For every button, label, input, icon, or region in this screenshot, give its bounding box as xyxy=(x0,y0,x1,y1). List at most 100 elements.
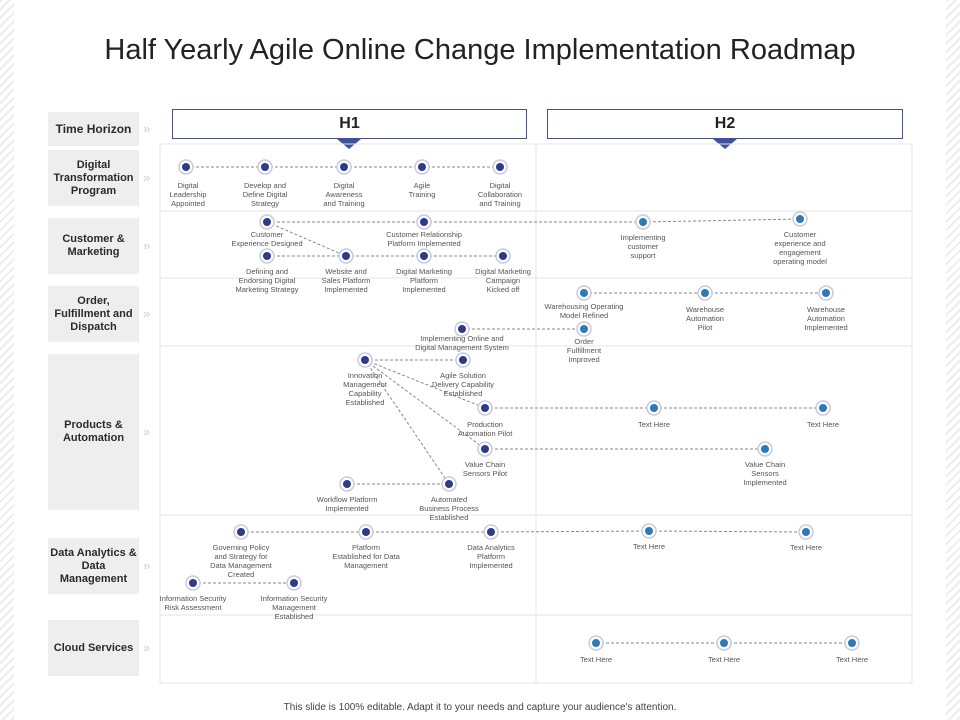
milestone-link xyxy=(490,530,650,533)
milestone-p7: Value Chain Sensors Implemented xyxy=(743,441,787,487)
milestone-marker-dot xyxy=(639,218,647,226)
milestone-marker-dot xyxy=(362,528,370,536)
milestone-o2: Warehouse Automation Pilot xyxy=(686,285,724,332)
milestone-s1: Text Here xyxy=(580,635,612,664)
milestone-p8: Workflow Platform Implemented xyxy=(317,476,378,513)
milestone-p6: Value Chain Sensors Pilot xyxy=(463,441,508,478)
milestone-marker-dot xyxy=(802,528,810,536)
milestone-link xyxy=(266,221,347,257)
milestone-label: Automated Business Process Established xyxy=(419,495,479,522)
milestone-marker-dot xyxy=(592,639,600,647)
milestone-label: Text Here xyxy=(807,420,839,429)
milestone-marker-dot xyxy=(720,639,728,647)
grid-lines xyxy=(159,143,913,684)
milestone-marker-dot xyxy=(290,579,298,587)
milestone-label: Agile Solution Delivery Capability Establi… xyxy=(432,371,494,398)
milestone-c3: Implementing customer support xyxy=(620,214,666,260)
milestone-p3: Production Automation Pilot xyxy=(458,400,514,438)
milestone-label: Customer experience and engagement operatin… xyxy=(773,230,827,266)
milestone-label: Workflow Platform Implemented xyxy=(317,495,378,513)
milestone-marker-dot xyxy=(499,252,507,260)
milestone-link xyxy=(648,530,807,533)
row-label-digital-transformation: Digital Transformation Program xyxy=(48,150,139,206)
milestone-m3: Digital Awareness and Training xyxy=(323,159,365,208)
milestone-label: Warehouse Automation Implemented xyxy=(804,305,847,332)
row-label-data-analytics: Data Analytics & Data Management xyxy=(48,538,139,594)
milestone-m5: Digital Collaboration and Training xyxy=(478,159,522,208)
period-h1: H1 xyxy=(172,109,527,139)
milestone-label: Value Chain Sensors Pilot xyxy=(463,460,508,478)
milestone-d4: Text Here xyxy=(633,523,665,551)
chevron-right-icon: » xyxy=(143,558,150,573)
milestone-label: Agile Training xyxy=(409,181,436,199)
chevron-right-icon: » xyxy=(143,238,150,253)
milestone-m2: Develop and Define Digital Strategy xyxy=(243,159,288,208)
milestone-marker-dot xyxy=(481,445,489,453)
milestone-s2: Text Here xyxy=(708,635,740,664)
milestone-label: Digital Leadership Appointed xyxy=(169,181,206,208)
chevron-right-icon: » xyxy=(143,306,150,321)
milestone-c2: Customer Relationship Platform Implemente… xyxy=(386,214,462,248)
right-decorative-edge xyxy=(946,0,960,720)
milestone-d5: Text Here xyxy=(790,524,822,552)
milestone-c7: Digital Marketing Platform Implemented xyxy=(396,248,452,294)
milestone-label: Text Here xyxy=(580,655,612,664)
milestone-links xyxy=(186,166,852,644)
milestone-label: Digital Awareness and Training xyxy=(323,181,364,208)
row-label-cloud-services: Cloud Services xyxy=(48,620,139,676)
milestone-o1: Warehousing Operating Model Refined xyxy=(545,285,624,320)
milestone-c6: Website and Sales Platform Implemented xyxy=(322,248,371,294)
milestone-p5: Text Here xyxy=(807,400,839,429)
milestone-marker-dot xyxy=(496,163,504,171)
milestone-label: Defining and Endorsing Digital Marketing S… xyxy=(236,267,299,294)
milestone-marker-dot xyxy=(263,218,271,226)
chevron-right-icon: » xyxy=(143,121,150,136)
milestone-marker-dot xyxy=(761,445,769,453)
milestone-label: Governing Policy and Strategy for Data Man… xyxy=(210,543,273,579)
milestone-c8: Digital Marketing Campaign Kicked off xyxy=(475,248,531,294)
milestone-marker-dot xyxy=(182,163,190,171)
row-label-customer-marketing: Customer & Marketing xyxy=(48,218,139,274)
milestone-marker-dot xyxy=(445,480,453,488)
milestone-p1: Innovation Management Capability Establishe… xyxy=(343,352,388,407)
milestone-d7: Information Security Management Establishe… xyxy=(261,575,328,621)
chevron-right-icon: » xyxy=(143,640,150,655)
chevron-right-icon: » xyxy=(143,170,150,185)
milestone-label: Digital Marketing Campaign Kicked off xyxy=(475,267,531,294)
milestone-o3: Warehouse Automation Implemented xyxy=(804,285,848,332)
milestone-marker-dot xyxy=(822,289,830,297)
milestone-d3: Data Analytics Platform Implemented xyxy=(467,524,515,570)
milestone-label: Text Here xyxy=(633,542,665,551)
milestone-m1: Digital Leadership Appointed xyxy=(169,159,207,208)
milestone-marker-dot xyxy=(420,252,428,260)
footer-note: This slide is 100% editable. Adapt it to… xyxy=(283,702,677,713)
milestone-p2: Agile Solution Delivery Capability Establi… xyxy=(432,352,494,398)
milestone-marker-dot xyxy=(650,404,658,412)
milestone-label: Order Fulfillment Improved xyxy=(567,337,602,364)
milestone-marker-dot xyxy=(420,218,428,226)
milestone-label: Warehousing Operating Model Refined xyxy=(545,302,624,320)
milestone-link xyxy=(642,218,801,223)
milestone-s3: Text Here xyxy=(836,635,868,664)
milestone-label: Website and Sales Platform Implemented xyxy=(322,267,371,294)
row-label-products-automation: Products & Automation xyxy=(48,354,139,510)
milestone-label: Information Security Management Establishe… xyxy=(261,594,328,621)
milestone-c4: Customer experience and engagement operatin… xyxy=(773,211,827,266)
milestone-marker-dot xyxy=(796,215,804,223)
milestone-c1: Customer Experience Designed xyxy=(231,214,303,248)
milestone-marker-dot xyxy=(487,528,495,536)
left-decorative-edge xyxy=(0,0,14,720)
milestone-label: Digital Collaboration and Training xyxy=(478,181,522,208)
milestone-label: Customer Relationship Platform Implemente… xyxy=(386,230,462,248)
milestone-marker-dot xyxy=(263,252,271,260)
milestone-marker-dot xyxy=(361,356,369,364)
milestone-marker-dot xyxy=(580,325,588,333)
milestone-marker-dot xyxy=(645,527,653,535)
milestone-o5: Order Fulfillment Improved xyxy=(567,321,602,364)
milestone-label: Develop and Define Digital Strategy xyxy=(243,181,288,208)
milestone-marker-dot xyxy=(458,325,466,333)
time-horizon-label: Time Horizon xyxy=(48,112,139,146)
milestone-label: Production Automation Pilot xyxy=(458,420,514,438)
milestone-label: Implementing Online and Digital Managemen… xyxy=(415,334,509,352)
milestone-marker-dot xyxy=(819,404,827,412)
